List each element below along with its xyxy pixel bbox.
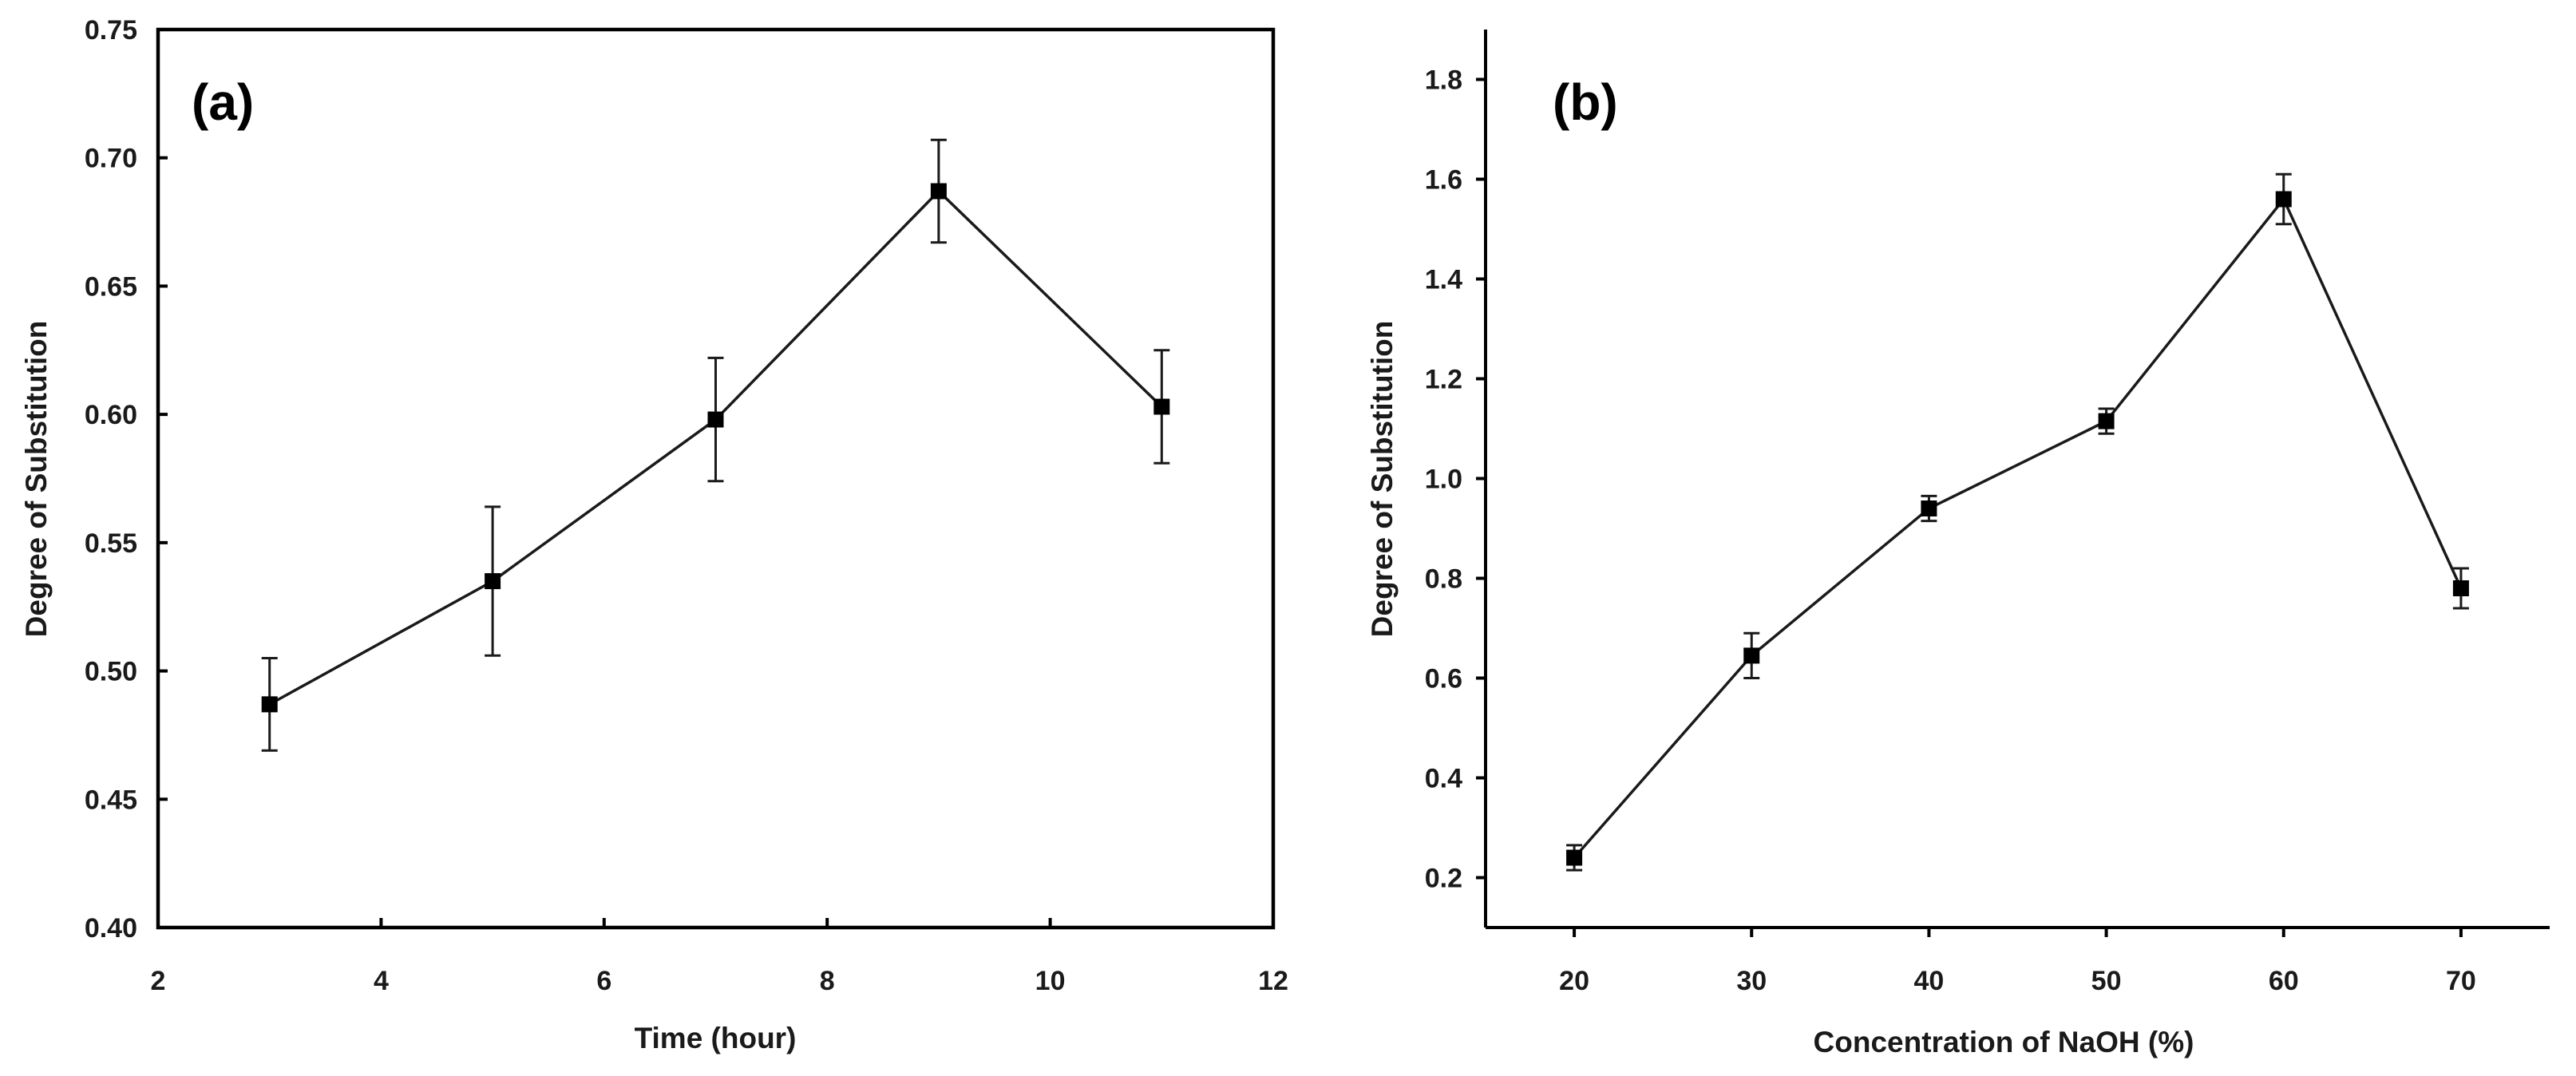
chart-a-data-point (707, 411, 724, 428)
chart-b-y-tick-label: 0.8 (1425, 564, 1462, 595)
chart-b-data-point (1743, 647, 1760, 664)
chart-b-y-axis-title: Degree of Substitution (1366, 321, 1399, 638)
chart-b-x-axis-title: Concentration of NaOH (%) (1814, 1026, 2194, 1058)
chart-b-y-tick-label: 1.4 (1425, 265, 1462, 295)
chart-a-panel-label: (a) (192, 73, 254, 131)
chart-b-x-tick-label: 20 (1559, 966, 1589, 996)
chart-b-series-line (1573, 196, 2463, 859)
chart-a-series (261, 138, 1170, 752)
chart-a-y-tick-label: 0.45 (85, 785, 137, 815)
chart-b-x-tick-label: 70 (2446, 966, 2476, 996)
chart-a-y-tick-label: 0.55 (85, 528, 137, 559)
chart-b-panel-label: (b) (1553, 73, 1618, 131)
chart-b-y-axis: 0.2 0.4 0.6 0.8 1.0 1.2 1.4 1.6 1.8 (1425, 65, 1486, 894)
chart-b-x-tick-label: 40 (1914, 966, 1945, 996)
chart-b-y-tick-label: 1.6 (1425, 165, 1462, 196)
chart-a-y-tick-label: 0.70 (85, 144, 137, 174)
chart-b-series (1566, 172, 2469, 872)
chart-a-y-tick-label: 0.75 (85, 15, 137, 45)
chart-a-data-point (261, 696, 278, 713)
chart-b-data-point (2275, 191, 2292, 208)
chart-a-y-axis: 0.40 0.45 0.50 0.55 0.60 0.65 0.70 0.75 (85, 15, 168, 943)
chart-b-y-tick-label: 1.0 (1425, 465, 1462, 495)
chart-a-data-point (930, 183, 947, 200)
chart-a-data-point (485, 573, 501, 590)
chart-b-data-point (2452, 580, 2469, 596)
chart-b-x-axis: 20 30 40 50 60 70 (1559, 928, 2476, 996)
chart-a-x-tick-label: 10 (1035, 966, 1066, 996)
chart-a-x-tick-label: 6 (596, 966, 611, 996)
chart-panel-b: (b) 20 30 40 50 60 70 0.2 0.4 0.6 0.8 1.0 1.2 1.4 1.… (1366, 30, 2550, 1058)
chart-a-x-axis: 2 4 6 8 10 12 (151, 918, 1288, 996)
chart-a-y-axis-title: Degree of Substitution (20, 321, 53, 638)
chart-a-y-tick-label: 0.50 (85, 657, 137, 687)
chart-a-x-tick-label: 4 (374, 966, 389, 996)
chart-a-data-point (1153, 398, 1170, 415)
chart-panel-a: (a) 2 4 6 8 10 12 0.40 0.45 0.50 0.55 0.60 0.65 0.7… (20, 15, 1288, 1054)
chart-a-y-tick-label: 0.60 (85, 400, 137, 430)
chart-b-x-tick-label: 60 (2269, 966, 2299, 996)
chart-b-y-tick-label: 0.2 (1425, 864, 1462, 894)
chart-b-data-point (1566, 849, 1583, 866)
chart-a-x-tick-label: 8 (820, 966, 835, 996)
chart-a-plot-frame (156, 27, 1276, 930)
chart-a-x-tick-label: 12 (1258, 966, 1288, 996)
chart-b-data-point (1921, 500, 1937, 516)
chart-b-y-tick-label: 0.6 (1425, 664, 1462, 694)
chart-b-y-tick-label: 1.2 (1425, 365, 1462, 395)
chart-b-x-tick-label: 30 (1736, 966, 1767, 996)
chart-a-y-tick-label: 0.40 (85, 913, 137, 943)
chart-a-x-tick-label: 2 (151, 966, 166, 996)
chart-b-x-tick-label: 50 (2091, 966, 2122, 996)
chart-a-x-axis-title: Time (hour) (635, 1022, 797, 1054)
chart-b-data-point (2098, 413, 2115, 429)
chart-b-y-tick-label: 1.8 (1425, 65, 1462, 96)
chart-b-y-tick-label: 0.4 (1425, 764, 1462, 794)
chart-a-y-tick-label: 0.65 (85, 271, 137, 302)
